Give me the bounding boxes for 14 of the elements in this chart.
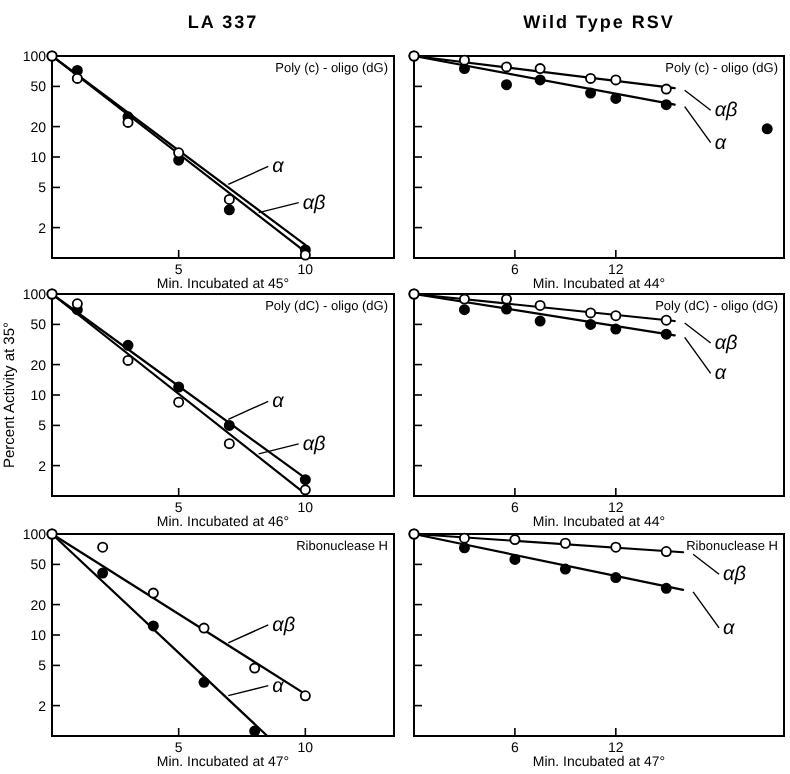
legend-label: αβ <box>302 433 327 456</box>
legend-label: α <box>272 391 285 414</box>
text: α <box>714 132 727 155</box>
chart-title: Wild Type RSV <box>523 12 675 32</box>
text: α <box>723 617 736 640</box>
legend-label: αβ <box>272 614 296 637</box>
legend-label: α <box>272 675 285 698</box>
legend-label: αβ <box>723 564 747 587</box>
legend-label: αβ <box>714 333 739 356</box>
chart-title: LA 337 <box>187 12 259 32</box>
legend-label: αβ <box>302 192 327 215</box>
legend-label: αβ <box>714 100 739 123</box>
legend-label: α <box>272 156 285 179</box>
text: α <box>714 363 727 386</box>
